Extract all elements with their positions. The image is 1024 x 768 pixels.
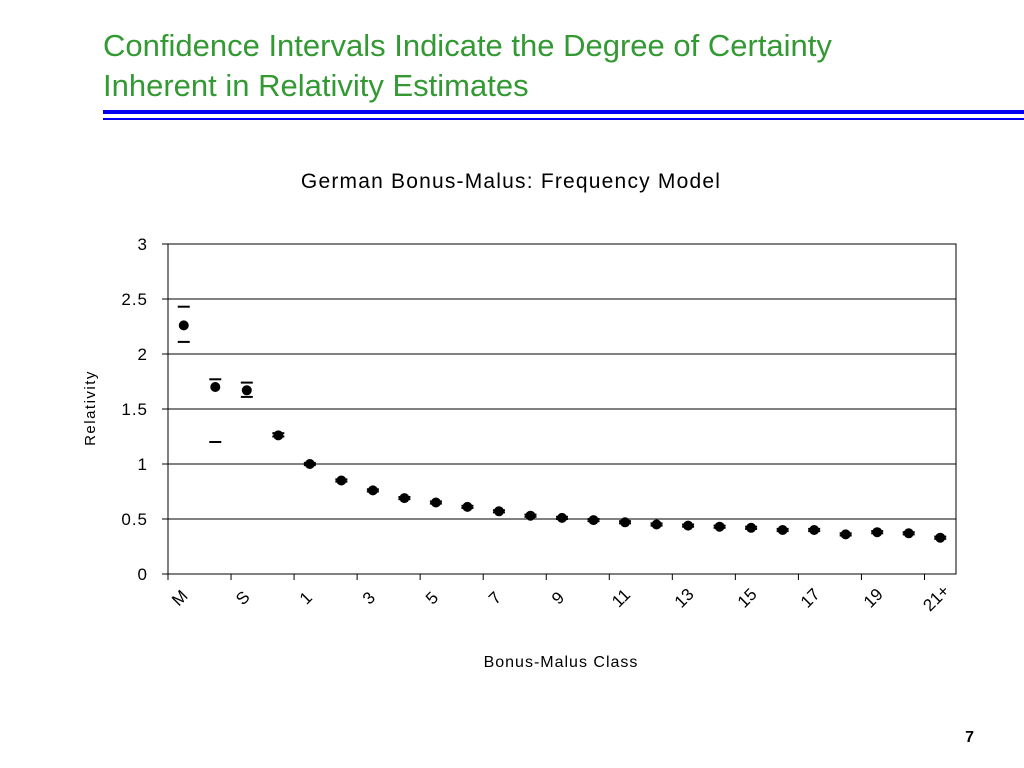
y-tick-label: 2.5 [121,290,148,309]
x-tick-label: 13 [671,585,698,612]
slide-title: Confidence Intervals Indicate the Degree… [103,26,983,106]
chart-title: German Bonus-Malus: Frequency Model [301,170,721,193]
title-rule-thin [103,118,1024,120]
data-point [367,485,378,496]
data-point [935,532,946,543]
data-point [525,510,536,521]
y-tick-label: 1.5 [121,400,148,419]
data-point [336,475,347,486]
data-point [493,506,504,517]
plot-area: 00.511.522.53M S 1 3 5 7 9 11 13 15 17 19 21+ [121,235,957,615]
data-point [462,501,473,512]
data-point [714,521,725,532]
data-point [178,320,189,331]
x-tick-label: 11 [608,585,634,611]
data-point [651,519,662,530]
slide-title-line-1: Confidence Intervals Indicate the Degree… [103,28,832,63]
data-point [210,382,221,392]
data-point [241,385,252,396]
page-number: 7 [965,729,974,746]
x-tick-label: 1 [296,588,316,608]
y-tick-label: 2 [138,345,148,364]
x-tick-label: 7 [485,588,505,608]
x-tick-label: 3 [359,588,379,608]
slide-title-line-2: Inherent in Relativity Estimates [103,68,529,103]
y-tick-label: 0 [138,565,148,584]
x-tick-label: 21+ [919,581,953,615]
title-rule-thick [103,110,1024,114]
x-tick-label: 9 [548,588,568,608]
y-tick-label: 1 [138,455,148,474]
data-point [903,528,914,539]
x-tick-label: 19 [860,585,887,612]
y-axis-label: Relativity [82,370,99,446]
data-point [557,512,567,523]
data-point [588,515,599,526]
data-point [809,525,820,535]
x-tick-label: 15 [734,585,761,612]
data-point [872,527,883,538]
data-point [620,517,631,528]
data-point [273,430,284,441]
x-tick-label: 5 [422,588,442,608]
x-tick-label: S [232,587,253,608]
data-point [399,493,410,504]
data-point [430,497,441,508]
x-tick-label: 17 [797,585,824,612]
x-tick-label: M [168,586,191,609]
data-point [683,520,694,531]
y-tick-label: 3 [138,235,148,254]
data-point [304,459,315,469]
x-axis-label: Bonus-Malus Class [484,654,639,671]
data-point [777,525,788,535]
data-point [746,522,757,533]
data-point [840,529,851,540]
y-tick-label: 0.5 [121,510,148,529]
